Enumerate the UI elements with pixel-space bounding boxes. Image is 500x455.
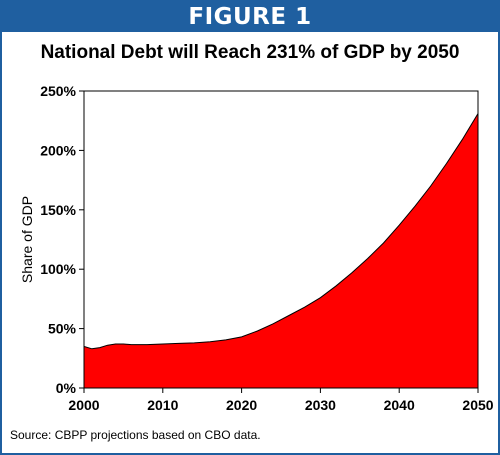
x-tick-label: 2000 bbox=[68, 397, 99, 413]
debt-area bbox=[83, 111, 479, 389]
x-tick-label: 2030 bbox=[305, 397, 336, 413]
figure-label: FIGURE 1 bbox=[2, 2, 498, 32]
y-tick-label: 200% bbox=[40, 142, 76, 158]
x-tick-label: 2020 bbox=[226, 397, 257, 413]
y-tick-label: 250% bbox=[40, 83, 76, 99]
y-tick-label: 100% bbox=[40, 261, 76, 277]
x-tick-label: 2040 bbox=[384, 397, 415, 413]
y-tick-label: 0% bbox=[56, 380, 77, 396]
source-note: Source: CBPP projections based on CBO da… bbox=[10, 428, 261, 442]
x-axis: 2000 2010 2020 2030 2040 2050 bbox=[68, 388, 494, 413]
y-axis-label: Share of GDP bbox=[19, 196, 35, 283]
y-tick-label: 150% bbox=[40, 202, 76, 218]
chart-title: National Debt will Reach 231% of GDP by … bbox=[40, 42, 460, 63]
plot-border bbox=[83, 90, 479, 389]
y-axis: 0% 50% 100% 150% 200% 250% bbox=[40, 83, 84, 396]
x-tick-label: 2050 bbox=[462, 397, 493, 413]
x-tick-label: 2010 bbox=[147, 397, 178, 413]
y-tick-label: 50% bbox=[48, 321, 77, 337]
